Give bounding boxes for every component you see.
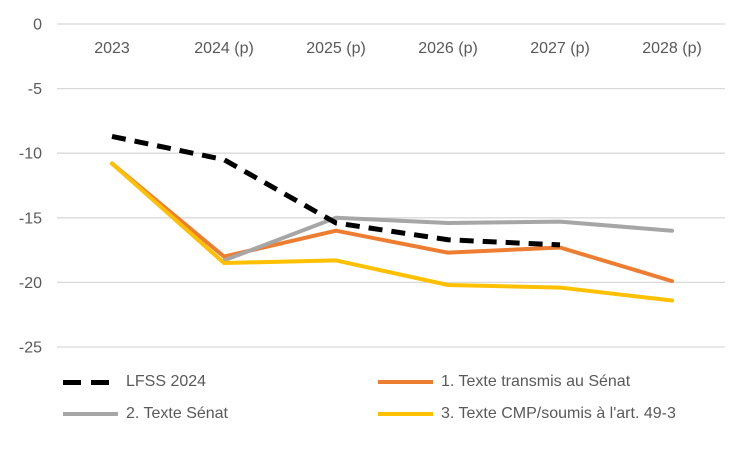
svg-text:2027 (p): 2027 (p) (530, 40, 590, 57)
chart-legend: LFSS 2024 1. Texte transmis au Sénat 2. … (63, 373, 676, 423)
svg-text:2028 (p): 2028 (p) (642, 40, 702, 57)
svg-text:0: 0 (33, 17, 42, 34)
svg-text:-10: -10 (19, 146, 42, 163)
legend-swatch-dashed-line (63, 379, 118, 385)
svg-text:-25: -25 (19, 340, 42, 357)
svg-text:-5: -5 (28, 81, 42, 98)
svg-text:2024 (p): 2024 (p) (194, 40, 254, 57)
legend-item-texte-transmis-senat: 1. Texte transmis au Sénat (378, 373, 676, 391)
legend-swatch-gray-line (63, 412, 118, 416)
legend-label: 1. Texte transmis au Sénat (441, 373, 631, 390)
svg-text:2023: 2023 (94, 40, 130, 57)
legend-item-texte-cmp-49-3: 3. Texte CMP/soumis à l'art. 49-3 (378, 405, 676, 423)
legend-label: 2. Texte Sénat (126, 405, 228, 422)
legend-item-texte-senat: 2. Texte Sénat (63, 405, 378, 423)
legend-label: LFSS 2024 (126, 373, 207, 390)
svg-text:2026 (p): 2026 (p) (418, 40, 478, 57)
legend-swatch-orange-line (378, 380, 433, 384)
legend-label: 3. Texte CMP/soumis à l'art. 49-3 (441, 405, 676, 422)
legend-item-lfss-2024: LFSS 2024 (63, 373, 378, 391)
svg-text:2025 (p): 2025 (p) (306, 40, 366, 57)
svg-text:-15: -15 (19, 210, 42, 227)
legend-swatch-yellow-line (378, 412, 433, 416)
svg-text:-20: -20 (19, 275, 42, 292)
